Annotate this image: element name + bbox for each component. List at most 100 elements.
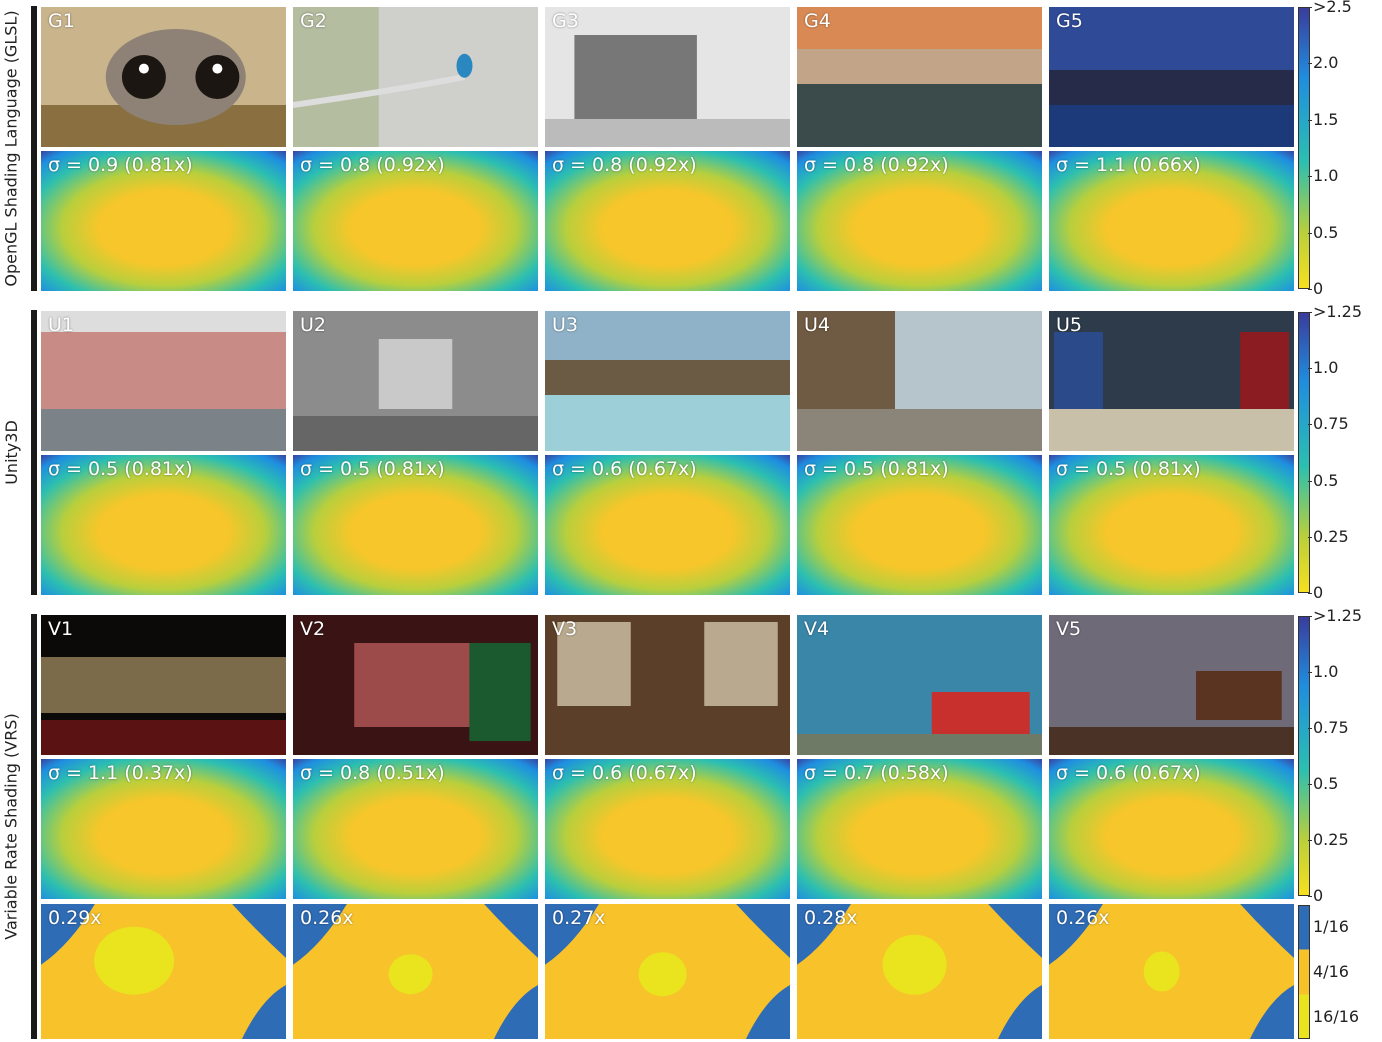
rate-map-1: 0.29x — [41, 904, 286, 1039]
tile-label: σ = 0.8 (0.51x) — [300, 762, 445, 784]
tile-label: 0.28x — [804, 907, 858, 929]
colorbar-glsl — [1298, 7, 1310, 289]
tile-label: σ = 0.7 (0.58x) — [804, 762, 949, 784]
photo-g3: G3 — [545, 7, 790, 147]
colorbar-tick-label: 0.5 — [1313, 222, 1339, 242]
group-label-vrs: Variable Rate Shading (VRS) — [1, 713, 21, 940]
tile-label: σ = 0.6 (0.67x) — [552, 458, 697, 480]
tile-label: 0.26x — [1056, 907, 1110, 929]
colorbar-tick-label: 0.75 — [1313, 414, 1349, 434]
tile-label: U5 — [1056, 314, 1082, 336]
tile-label: V2 — [300, 618, 326, 640]
tile-label: σ = 0.9 (0.81x) — [48, 154, 193, 176]
colorbar-tick-label: 0 — [1313, 279, 1324, 298]
photo-u3: U3 — [545, 311, 790, 451]
heatmap-glsl-1: σ = 0.9 (0.81x) — [41, 151, 286, 291]
colorbar-tick-label: 0.5 — [1313, 470, 1339, 490]
tile-label: U3 — [552, 314, 578, 336]
colorbar-tick-label: 2.0 — [1313, 53, 1339, 73]
tile-label: σ = 0.5 (0.81x) — [300, 458, 445, 480]
rate-map-3: 0.27x — [545, 904, 790, 1039]
colorbar-tick-label: 0.75 — [1313, 718, 1349, 737]
colorbar-tick-mark — [1308, 616, 1312, 617]
colorbar-tick-mark — [1308, 672, 1312, 673]
colorbar-tick-mark — [1308, 536, 1312, 538]
tile-label: σ = 0.8 (0.92x) — [300, 154, 445, 176]
tile-label: 0.27x — [552, 907, 606, 929]
tile-label: G1 — [48, 10, 75, 32]
photo-g4: G4 — [797, 7, 1042, 147]
group-divider-unity — [31, 310, 37, 595]
heatmap-vrs-3: σ = 0.6 (0.67x) — [545, 759, 790, 899]
tile-label: U1 — [48, 314, 74, 336]
heatmap-glsl-4: σ = 0.8 (0.92x) — [797, 151, 1042, 291]
colorbar-tick-label: 0 — [1313, 886, 1324, 905]
heatmap-vrs-4: σ = 0.7 (0.58x) — [797, 759, 1042, 899]
colorbar-tick-label: 0.25 — [1313, 830, 1349, 849]
rate-map-2: 0.26x — [293, 904, 538, 1039]
heatmap-unity-3: σ = 0.6 (0.67x) — [545, 455, 790, 595]
colorbar-tick-label: >2.5 — [1313, 0, 1352, 16]
colorbar-tick-mark — [1308, 368, 1312, 370]
rate-tick-label: 1/16 — [1313, 917, 1349, 937]
tile-label: σ = 1.1 (0.66x) — [1056, 154, 1201, 176]
photo-v2: V2 — [293, 615, 538, 755]
photo-v3: V3 — [545, 615, 790, 755]
colorbar-tick-mark — [1308, 289, 1312, 290]
group-label-glsl: OpenGL Shading Language (GLSL) — [1, 10, 21, 287]
colorbar-tick-mark — [1308, 312, 1312, 313]
colorbar-tick-mark — [1308, 784, 1312, 785]
tile-label: V1 — [48, 618, 74, 640]
colorbar-tick-mark — [1308, 728, 1312, 729]
photo-v5: V5 — [1049, 615, 1294, 755]
photo-v1: V1 — [41, 615, 286, 755]
colorbar-tick-mark — [1308, 896, 1312, 897]
photo-u5: U5 — [1049, 311, 1294, 451]
tile-label: G4 — [804, 10, 831, 32]
tile-label: G2 — [300, 10, 327, 32]
colorbar-tick-label: 0 — [1313, 583, 1324, 602]
tile-label: σ = 0.6 (0.67x) — [552, 762, 697, 784]
tile-label: σ = 0.6 (0.67x) — [1056, 762, 1201, 784]
colorbar-rate — [1298, 905, 1310, 1039]
tile-label: 0.29x — [48, 907, 102, 929]
colorbar-tick-label: 1.5 — [1313, 109, 1339, 129]
heatmap-unity-4: σ = 0.5 (0.81x) — [797, 455, 1042, 595]
colorbar-tick-mark — [1308, 593, 1312, 594]
rate-map-4: 0.28x — [797, 904, 1042, 1039]
tile-label: G3 — [552, 10, 579, 32]
colorbar-tick-label: 1.0 — [1313, 662, 1339, 681]
tile-label: σ = 0.5 (0.81x) — [1056, 458, 1201, 480]
heatmap-vrs-5: σ = 0.6 (0.67x) — [1049, 759, 1294, 899]
photo-u2: U2 — [293, 311, 538, 451]
heatmap-unity-5: σ = 0.5 (0.81x) — [1049, 455, 1294, 595]
colorbar-tick-mark — [1308, 232, 1312, 234]
heatmap-unity-1: σ = 0.5 (0.81x) — [41, 455, 286, 595]
tile-label: G5 — [1056, 10, 1083, 32]
colorbar-unity — [1298, 312, 1310, 593]
tile-label: V5 — [1056, 618, 1082, 640]
colorbar-tick-mark — [1308, 7, 1312, 8]
heatmap-glsl-5: σ = 1.1 (0.66x) — [1049, 151, 1294, 291]
colorbar-tick-mark — [1308, 176, 1312, 178]
photo-g2: G2 — [293, 7, 538, 147]
colorbar-tick-mark — [1308, 480, 1312, 482]
heatmap-glsl-2: σ = 0.8 (0.92x) — [293, 151, 538, 291]
tile-label: V4 — [804, 618, 830, 640]
group-label-unity: Unity3D — [1, 420, 21, 485]
group-divider-vrs — [31, 614, 37, 1039]
tile-label: U2 — [300, 314, 326, 336]
photo-g5: G5 — [1049, 7, 1294, 147]
colorbar-tick-mark — [1308, 840, 1312, 841]
tile-label: σ = 0.5 (0.81x) — [804, 458, 949, 480]
colorbar-tick-mark — [1308, 119, 1312, 121]
tile-label: σ = 0.5 (0.81x) — [48, 458, 193, 480]
heatmap-vrs-1: σ = 1.1 (0.37x) — [41, 759, 286, 899]
colorbar-vrs — [1298, 616, 1310, 896]
tile-label: U4 — [804, 314, 830, 336]
tile-label: σ = 1.1 (0.37x) — [48, 762, 193, 784]
colorbar-tick-label: 1.0 — [1313, 358, 1339, 378]
tile-label: σ = 0.8 (0.92x) — [804, 154, 949, 176]
colorbar-tick-label: 0.5 — [1313, 774, 1339, 793]
group-divider-glsl — [31, 6, 37, 291]
